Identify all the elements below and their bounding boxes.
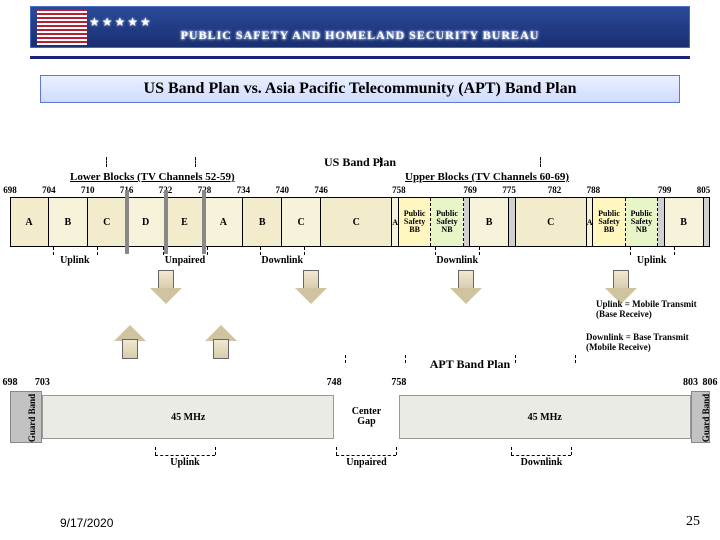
spectrum-block: A (10, 198, 49, 246)
mhz-tick: 769 (463, 185, 477, 195)
mhz-tick: 782 (548, 185, 562, 195)
banner-title: PUBLIC SAFETY AND HOMELAND SECURITY BURE… (31, 28, 689, 43)
mhz-tick: 704 (42, 185, 56, 195)
page-title: US Band Plan vs. Asia Pacific Telecommun… (40, 75, 680, 103)
lower-blocks-label: Lower Blocks (TV Channels 52-59) (70, 171, 235, 183)
legend-downlink: Downlink = Base Transmit (Mobile Receive… (586, 333, 716, 353)
separator (30, 56, 690, 59)
spectrum-block: C (321, 198, 392, 246)
apt-mhz-tick: 806 (703, 377, 718, 388)
mhz-tick: 740 (275, 185, 289, 195)
arrow-up-icon (114, 325, 146, 359)
mhz-tick: 758 (392, 185, 406, 195)
apt-block: 45 MHz (42, 395, 334, 439)
arrow-down-icon (150, 270, 182, 304)
footer-page: 25 (686, 514, 700, 530)
apt-mhz-tick: 703 (35, 377, 50, 388)
upper-blocks-label: Upper Blocks (TV Channels 60-69) (405, 171, 569, 183)
spectrum-block: B (665, 198, 704, 246)
mhz-tick: 799 (658, 185, 672, 195)
apt-guard-label: Guard Band (701, 394, 711, 442)
footer-date: 9/17/2020 (60, 516, 113, 530)
spectrum-block (509, 198, 515, 246)
spectrum-block: B (49, 198, 88, 246)
spectrum-block: Public SafetyBB (399, 198, 431, 246)
spectrum-block: Public SafetyNB (626, 198, 658, 246)
apt-bracket-label: Downlink (521, 457, 563, 468)
bracket-label: Downlink (261, 255, 303, 266)
us-plan-title: US Band Plan (10, 155, 710, 170)
arrow-down-icon (450, 270, 482, 304)
spectrum-block: C (88, 198, 127, 246)
apt-block: 45 MHz (399, 395, 691, 439)
arrow-down-icon (295, 270, 327, 304)
apt-mhz-tick: 748 (327, 377, 342, 388)
spectrum-block: E (166, 198, 205, 246)
apt-mhz-tick: 758 (391, 377, 406, 388)
mhz-tick: 746 (314, 185, 328, 195)
spectrum-block: Public SafetyBB (593, 198, 625, 246)
header-banner: ★★★★★ PUBLIC SAFETY AND HOMELAND SECURIT… (30, 6, 690, 48)
apt-band-plan: APT Band Plan 698703748758803806Guard Ba… (10, 365, 710, 505)
apt-bracket-label: Uplink (170, 457, 199, 468)
arrow-up-icon (205, 325, 237, 359)
apt-mhz-tick: 698 (3, 377, 18, 388)
spectrum-block: Public SafetyNB (431, 198, 463, 246)
mhz-tick: 698 (3, 185, 17, 195)
spectrum-block: B (470, 198, 509, 246)
spectrum-block (658, 198, 664, 246)
mhz-tick: 734 (237, 185, 251, 195)
spectrum-block: B (243, 198, 282, 246)
apt-guard-label: Guard Band (27, 394, 37, 442)
spectrum-block: A (587, 198, 593, 246)
spectrum-block: D (127, 198, 166, 246)
spectrum-block: C (516, 198, 587, 246)
apt-plan-title: APT Band Plan (350, 357, 590, 372)
bracket-label: Uplink (60, 255, 89, 266)
spectrum-block: A (204, 198, 243, 246)
legend-uplink: Uplink = Mobile Transmit (Base Receive) (596, 300, 716, 320)
spectrum-block: C (282, 198, 321, 246)
bracket-label: Unpaired (165, 255, 205, 266)
apt-center-gap: CenterGap (334, 395, 399, 439)
bracket-label: Downlink (436, 255, 478, 266)
mhz-tick: 775 (502, 185, 516, 195)
spectrum-block (704, 198, 710, 246)
apt-mhz-tick: 803 (683, 377, 698, 388)
bracket-label: Uplink (637, 255, 666, 266)
mhz-tick: 710 (81, 185, 95, 195)
apt-bracket-label: Unpaired (346, 457, 386, 468)
mhz-tick: 788 (587, 185, 601, 195)
mhz-tick: 805 (697, 185, 711, 195)
